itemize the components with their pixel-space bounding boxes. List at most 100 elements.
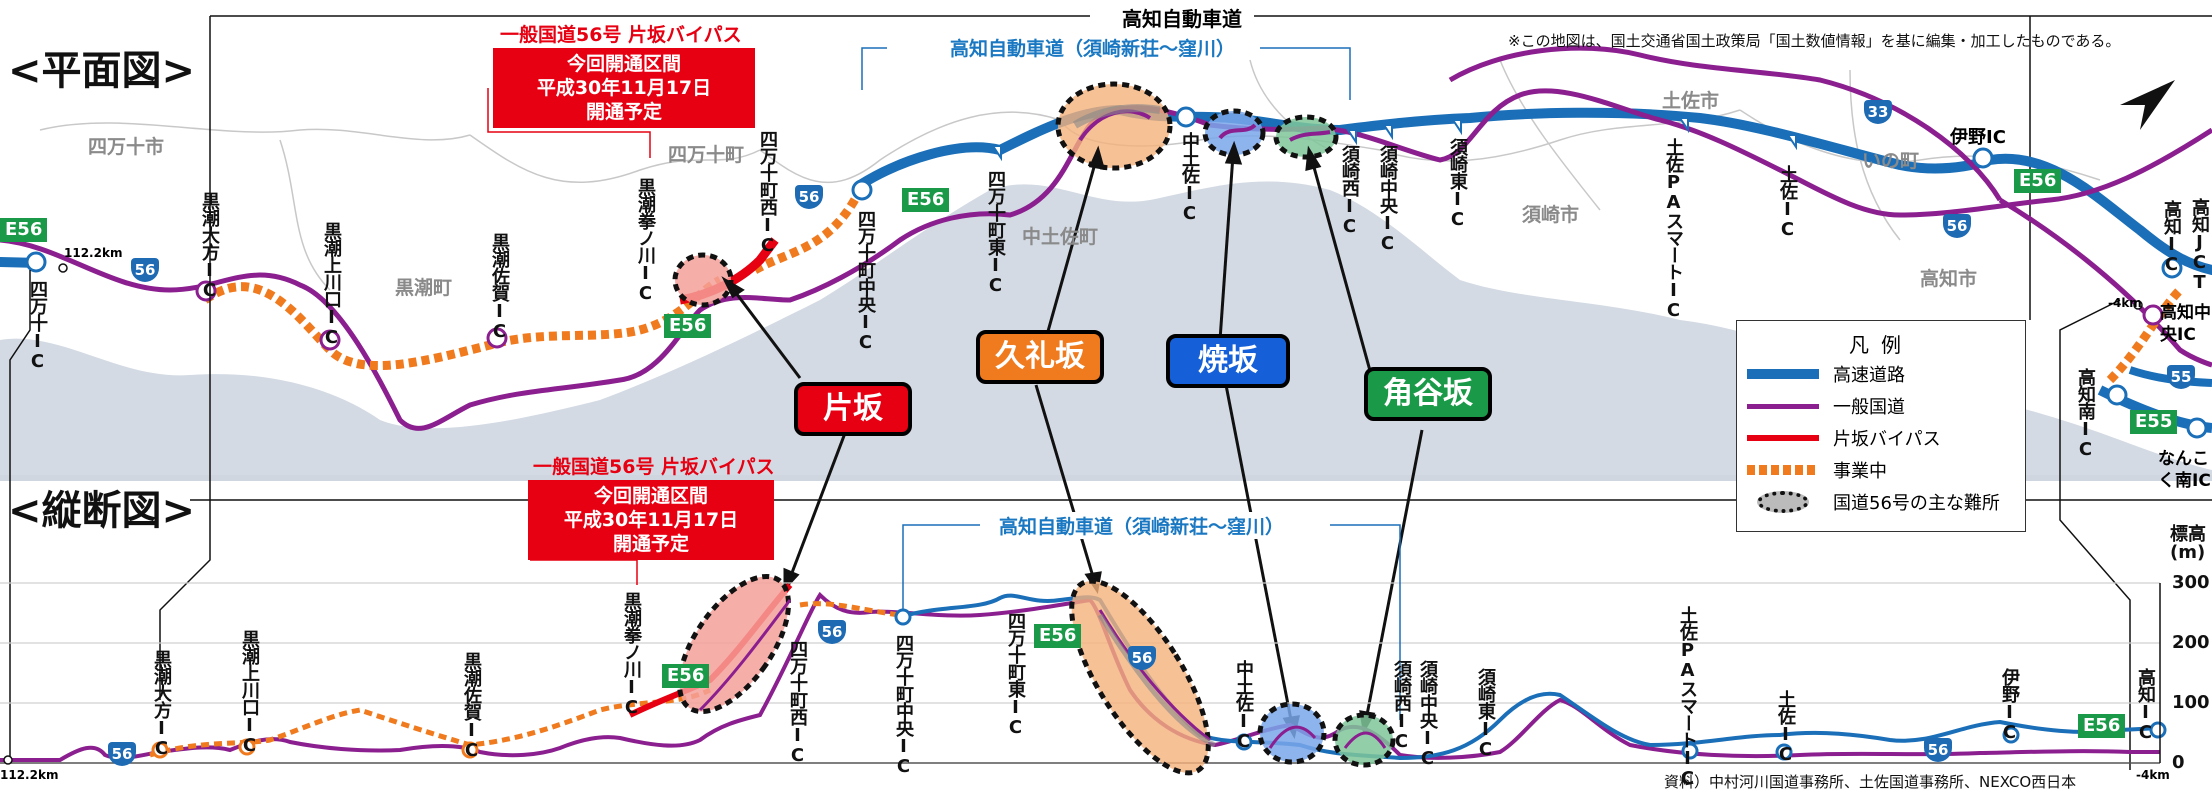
callout-tsunodanisaka: 角谷坂 bbox=[1364, 367, 1492, 421]
distance-right-profile: -4km bbox=[2136, 768, 2170, 782]
elevation-axis-title: 標高 bbox=[2170, 524, 2206, 545]
plan-ic-kochi-jct: 高知JCT bbox=[2189, 198, 2210, 292]
north-arrow bbox=[2120, 80, 2175, 130]
plan-ic-nankoku-minami: なんこく南IC bbox=[2158, 449, 2211, 491]
city-shimanto-town: 四万十町 bbox=[668, 144, 745, 166]
shield-e56-bypass: E56 bbox=[664, 314, 712, 338]
profile-ic-kuroshio-kamikawaguchi: 黒潮上川口IC bbox=[239, 630, 260, 755]
construction-plan-3 bbox=[2106, 286, 2184, 384]
legend-item-construction: 事業中 bbox=[1737, 454, 2025, 486]
shield-r56-p3: 56 bbox=[1128, 646, 1156, 670]
profile-ic-susaki-nishi: 須崎西IC bbox=[1391, 660, 1412, 751]
bypass-box-profile-line2: 平成30年11月17日 bbox=[563, 509, 739, 531]
route56-plan bbox=[0, 88, 2212, 431]
profile-ic-susaki-higashi: 須崎東IC bbox=[1475, 668, 1496, 759]
legend-swatch-expressway bbox=[1747, 369, 1819, 379]
plan-ic-kuroshio-kamikawaguchi: 黒潮上川口IC bbox=[321, 222, 342, 347]
plan-ic-tosa-pa: 土佐PAスマートIC bbox=[1663, 138, 1684, 320]
hazard-tsunodanisaka-profile bbox=[1332, 712, 1396, 768]
legend-swatch-bypass bbox=[1747, 435, 1819, 441]
plan-ic-shimanto-chuo: 四万十町中央IC bbox=[855, 210, 876, 352]
profile-ic-kochi: 高知IC bbox=[2135, 668, 2156, 742]
shield-r33: 33 bbox=[1864, 100, 1892, 124]
profile-ic-shimanto-chuo: 四万十町中央IC bbox=[893, 634, 914, 776]
city-nakatosa: 中土佐町 bbox=[1022, 226, 1099, 248]
shield-r55: 55 bbox=[2167, 365, 2195, 389]
legend-swatch-national-road bbox=[1747, 403, 1819, 409]
plan-ic-kochi-chuo: 高知中央IC bbox=[2160, 303, 2211, 345]
callout-yakesaka: 焼坂 bbox=[1166, 334, 1290, 388]
plan-ic-kochi-minami: 高知南IC bbox=[2075, 368, 2096, 459]
plan-ic-kuroshio-saga: 黒潮佐賀IC bbox=[489, 233, 510, 341]
plan-ic-susaki-higashi: 須崎東IC bbox=[1447, 138, 1468, 229]
profile-ic-tosa: 土佐IC bbox=[1775, 690, 1796, 764]
profile-ic-shimanto-higashi: 四万十町東IC bbox=[1005, 612, 1026, 737]
plan-ic-nakatosa: 中土佐IC bbox=[1179, 132, 1200, 223]
expressway-label-profile: 高知自動車道（須崎新荘〜窪川） bbox=[995, 512, 1289, 539]
bypass-title-profile: 一般国道56号 片坂バイパス bbox=[533, 456, 775, 478]
legend-label-construction: 事業中 bbox=[1833, 461, 1887, 482]
legend-item-expressway: 高速道路 bbox=[1737, 358, 2025, 390]
city-susaki: 須崎市 bbox=[1522, 204, 1580, 226]
legend-item-bypass: 片坂バイパス bbox=[1737, 422, 2025, 454]
distance-left-plan: 112.2km bbox=[64, 246, 123, 260]
bypass-box-profile-line1: 今回開通区間 bbox=[593, 485, 708, 507]
legend-swatch-construction bbox=[1747, 465, 1819, 475]
copyright-note: ※この地図は、国土交通省国土政策局「国土数値情報」を基に編集・加工したものである… bbox=[1508, 32, 2121, 50]
shield-r56-3: 56 bbox=[1943, 214, 1971, 238]
bypass-box-plan-line3: 開通予定 bbox=[585, 101, 662, 123]
profile-ic-kuroshio-saga: 黒潮佐賀IC bbox=[461, 652, 482, 760]
callout-kuresaka: 久礼坂 bbox=[976, 330, 1104, 384]
city-kochi: 高知市 bbox=[1920, 268, 1978, 290]
source-note: 資料）中村河川国道事務所、土佐国道事務所、NEXCO西日本 bbox=[1664, 773, 2077, 791]
shield-e56-plan-right: E56 bbox=[2014, 169, 2062, 193]
legend-item-national-road: 一般国道 bbox=[1737, 390, 2025, 422]
bypass-box-plan: 今回開通区間 平成30年11月17日 開通予定 bbox=[493, 48, 755, 128]
hazard-katasaka-plan bbox=[672, 252, 734, 308]
city-shimanto: 四万十市 bbox=[88, 136, 165, 158]
section-title-plan: <平面図> bbox=[8, 48, 196, 94]
construction-profile bbox=[149, 601, 901, 758]
plan-ic-kuroshio-kenogawa: 黒潮拳ノ川IC bbox=[635, 178, 656, 303]
construction-plan-2 bbox=[752, 187, 865, 274]
shield-r56-p2: 56 bbox=[818, 620, 846, 644]
sea-area bbox=[0, 181, 2212, 478]
distance-left-profile: 112.2km bbox=[0, 768, 59, 782]
bypass-box-plan-line1: 今回開通区間 bbox=[566, 53, 681, 75]
plan-ic-shimanto-nishi: 四万十町西IC bbox=[757, 130, 778, 255]
plan-ic-ino: 伊野IC bbox=[1950, 127, 2006, 148]
elevation-tick-200: 200 bbox=[2172, 632, 2210, 653]
profile-ic-kuroshio-ogata: 黒潮大方IC bbox=[151, 650, 172, 758]
city-tosa: 土佐市 bbox=[1662, 90, 1720, 112]
shield-r56-p4: 56 bbox=[1924, 738, 1952, 762]
plan-ic-kochi: 高知IC bbox=[2161, 200, 2182, 274]
section-title-profile: <縦断図> bbox=[8, 488, 196, 534]
legend-title: 凡例 bbox=[1849, 333, 1913, 357]
expressway-label-plan: 高知自動車道（須崎新荘〜窪川） bbox=[950, 38, 1236, 60]
plan-ic-shimanto-higashi: 四万十町東IC bbox=[985, 170, 1006, 295]
elevation-tick-300: 300 bbox=[2172, 572, 2210, 593]
legend: 凡例 高速道路 一般国道 片坂バイパス 事業中 国道56号の主な難所 bbox=[1736, 320, 2026, 532]
legend-label-hazard: 国道56号の主な難所 bbox=[1833, 493, 2000, 514]
legend-item-hazard: 国道56号の主な難所 bbox=[1737, 486, 2025, 518]
profile-ic-susaki-chuo: 須崎中央IC bbox=[1417, 660, 1438, 768]
plan-ic-tosa: 土佐IC bbox=[1777, 165, 1798, 239]
shield-e56-plan-mid: E56 bbox=[902, 188, 950, 212]
shield-e56-profile-1: E56 bbox=[662, 664, 710, 688]
bypass-title-plan: 一般国道56号 片坂バイパス bbox=[500, 24, 742, 46]
distance-right-plan: -4km bbox=[2108, 296, 2142, 310]
plan-ic-susaki-nishi: 須崎西IC bbox=[1339, 145, 1360, 236]
shield-r56-2: 56 bbox=[795, 185, 823, 209]
shield-e56-left: E56 bbox=[0, 218, 48, 242]
elevation-tick-100: 100 bbox=[2172, 692, 2210, 713]
legend-label-expressway: 高速道路 bbox=[1833, 365, 1905, 386]
profile-ic-tosa-pa: 土佐PAスマートIC bbox=[1677, 606, 1698, 788]
route56-branch bbox=[1448, 45, 2003, 202]
plan-ic-kuroshio-ogata: 黒潮大方IC bbox=[199, 192, 220, 300]
hazard-tsunodanisaka-plan bbox=[1273, 114, 1339, 160]
shield-e56-profile-2: E56 bbox=[1034, 624, 1082, 648]
bypass-box-profile-line3: 開通予定 bbox=[612, 533, 689, 555]
bypass-box-plan-line2: 平成30年11月17日 bbox=[536, 77, 712, 99]
